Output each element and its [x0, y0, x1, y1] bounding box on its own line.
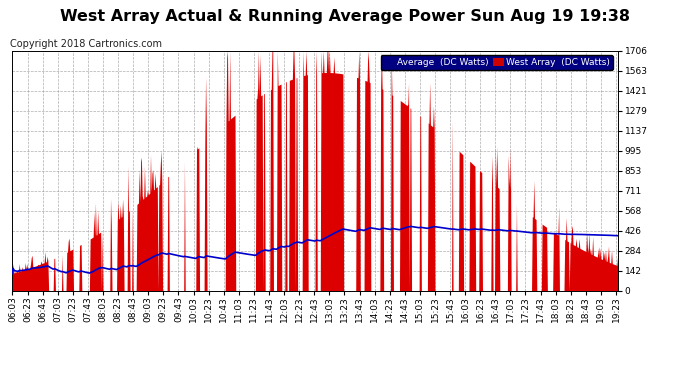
Legend: Average  (DC Watts), West Array  (DC Watts): Average (DC Watts), West Array (DC Watts… — [380, 55, 613, 70]
Text: West Array Actual & Running Average Power Sun Aug 19 19:38: West Array Actual & Running Average Powe… — [60, 9, 630, 24]
Text: Copyright 2018 Cartronics.com: Copyright 2018 Cartronics.com — [10, 39, 162, 50]
